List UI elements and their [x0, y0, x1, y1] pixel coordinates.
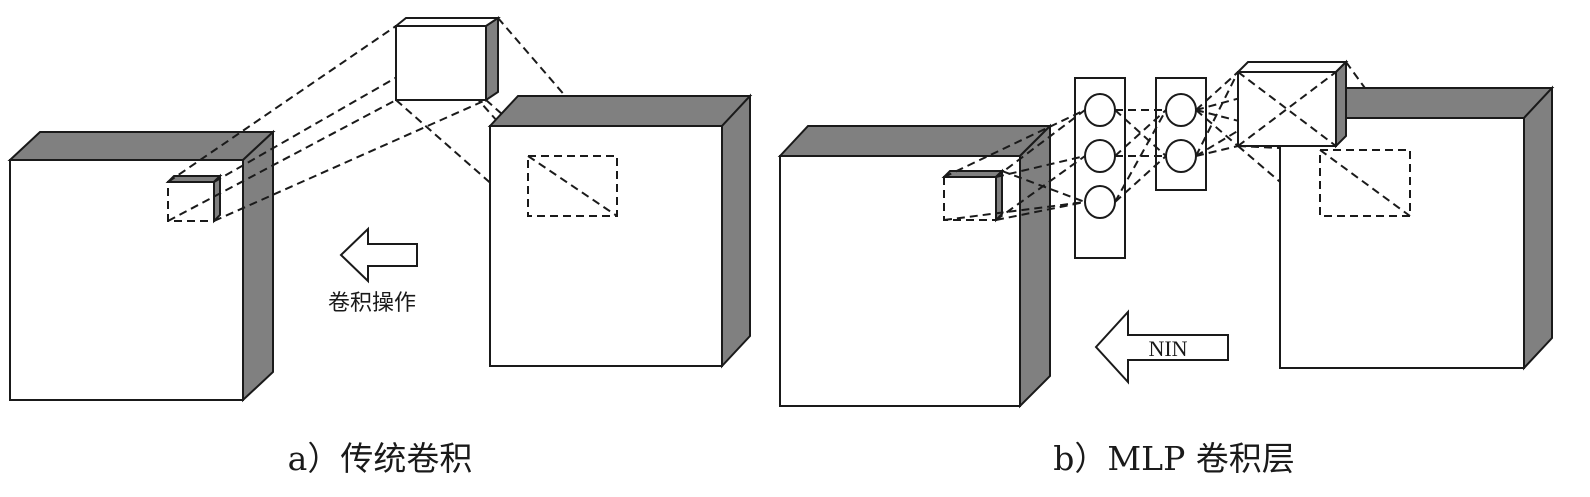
mlp-neuron [1165, 93, 1197, 127]
panel-b-input-cube [777, 123, 1053, 409]
panel-b-mlp-layer-2 [1155, 77, 1207, 191]
panel-a-output-cube [487, 93, 753, 369]
panel-a-arrow-label: 卷积操作 [328, 291, 416, 316]
panel-b-caption: b）MLP 卷积层 [1053, 439, 1295, 478]
panel-b-kernel-box [1235, 59, 1349, 149]
mlp-neuron [1084, 139, 1116, 173]
panel-a-traditional-convolution: 卷积操作 a）传统卷积 [7, 16, 753, 478]
mlp-neuron [1084, 93, 1116, 127]
panel-a-direction-arrow [339, 226, 418, 284]
panel-a-kernel-box [393, 16, 501, 102]
panel-a-output-patch [527, 155, 618, 217]
panel-a-input-cube [7, 129, 276, 403]
panel-b-mlp-layer-1 [1074, 77, 1126, 259]
panel-b-arrow-label: NIN [1148, 336, 1187, 361]
panel-b-output-patch [1319, 149, 1411, 217]
mlp-neuron [1084, 185, 1116, 219]
panel-a-caption: a）传统卷积 [288, 439, 473, 478]
panel-b-output-cube [1277, 85, 1555, 371]
panel-b-direction-arrow [1094, 309, 1229, 385]
panel-a-receptive-patch [165, 173, 223, 224]
mlp-neuron [1165, 139, 1197, 173]
panel-b-mlp-convolution: NIN b）MLP 卷积层 [777, 59, 1555, 478]
